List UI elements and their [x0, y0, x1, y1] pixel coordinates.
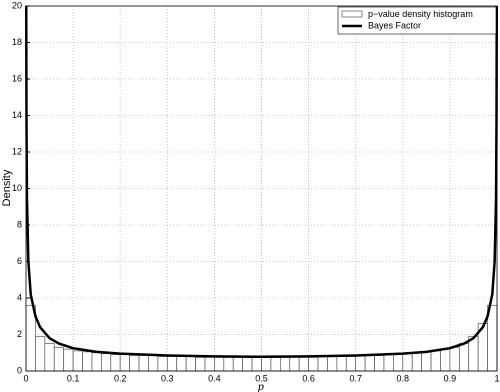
x-tick-label: 0.4 — [208, 373, 221, 383]
histogram-bar — [440, 348, 451, 372]
y-tick-label: 0 — [17, 365, 22, 375]
histogram-bar — [317, 356, 328, 372]
histogram-bar — [430, 350, 441, 372]
histogram-bar — [298, 356, 309, 372]
histogram-bar — [138, 355, 149, 372]
y-tick-label: 4 — [17, 292, 22, 302]
histogram-bar — [336, 356, 347, 372]
histogram-bar — [411, 352, 422, 372]
y-tick-label: 14 — [12, 110, 22, 120]
histogram-bar — [72, 350, 83, 372]
y-tick-label: 2 — [17, 329, 22, 339]
legend-label: Bayes Factor — [368, 20, 421, 30]
y-tick-label: 6 — [17, 256, 22, 266]
histogram-bar — [402, 353, 413, 372]
histogram-bar — [185, 356, 196, 372]
histogram-bar — [383, 354, 394, 372]
legend-swatch — [341, 10, 363, 18]
histogram-bar — [44, 343, 55, 372]
x-tick-label: 0.9 — [444, 373, 457, 383]
x-tick-label: 1 — [494, 373, 499, 383]
legend-box — [337, 6, 497, 35]
histogram-bar — [82, 351, 93, 372]
x-tick-label: 0.6 — [302, 373, 315, 383]
x-tick-label: 0.1 — [67, 373, 80, 383]
histogram-bar — [458, 343, 470, 372]
x-tick-label: 0.2 — [114, 373, 127, 383]
histogram-bar — [374, 355, 385, 372]
histogram-bar — [393, 354, 404, 372]
histogram-bar — [345, 356, 357, 372]
histogram-bar — [289, 356, 300, 372]
y-tick-label: 8 — [17, 219, 22, 229]
histogram-bar — [214, 356, 225, 372]
histogram-bar — [364, 355, 375, 372]
histogram-bar — [176, 356, 187, 372]
histogram-bar — [279, 356, 291, 372]
histogram-bar — [449, 346, 460, 372]
y-axis-label: Density — [1, 169, 13, 206]
x-tick-label: 0.5 — [255, 373, 268, 383]
line — [24, 5, 499, 359]
histogram-bar — [148, 355, 159, 372]
legend-label: p−value density histogram — [368, 9, 473, 19]
x-tick-label: 0.7 — [349, 373, 362, 383]
histogram-bar — [468, 335, 479, 372]
histogram-bar — [204, 356, 215, 372]
y-tick-label: 16 — [12, 73, 22, 83]
y-tick-label: 10 — [12, 183, 22, 193]
histogram-bar — [308, 356, 319, 372]
y-tick-label: 20 — [12, 0, 22, 10]
histogram-bar — [270, 356, 281, 372]
y-tick-label: 12 — [12, 146, 22, 156]
histogram-bar — [261, 356, 272, 372]
histogram-bar — [129, 355, 140, 372]
histogram-bar — [110, 354, 121, 372]
histogram-bar — [223, 356, 234, 372]
histogram-bar — [195, 356, 206, 372]
plot-frame — [25, 5, 498, 372]
x-tick-label: 0.3 — [161, 373, 174, 383]
histogram-bar — [91, 352, 102, 372]
histogram-bar — [355, 355, 366, 372]
histogram-bar — [53, 346, 65, 372]
histogram-bar — [421, 351, 432, 372]
y-tick-label: 18 — [12, 37, 22, 47]
histogram-bar — [232, 356, 244, 372]
histogram-bar — [166, 356, 178, 372]
histogram-bar — [251, 356, 262, 372]
histogram-bar — [63, 348, 74, 372]
histogram-bar — [35, 335, 46, 372]
histogram-bar — [242, 356, 253, 372]
x-tick-label: 0 — [23, 373, 28, 383]
histogram-bar — [101, 353, 112, 372]
x-axis-label: p — [257, 379, 264, 392]
histogram-bar — [157, 356, 168, 372]
histogram-bar — [327, 356, 338, 372]
histogram-bar — [119, 354, 130, 372]
x-tick-label: 0.8 — [397, 373, 410, 383]
